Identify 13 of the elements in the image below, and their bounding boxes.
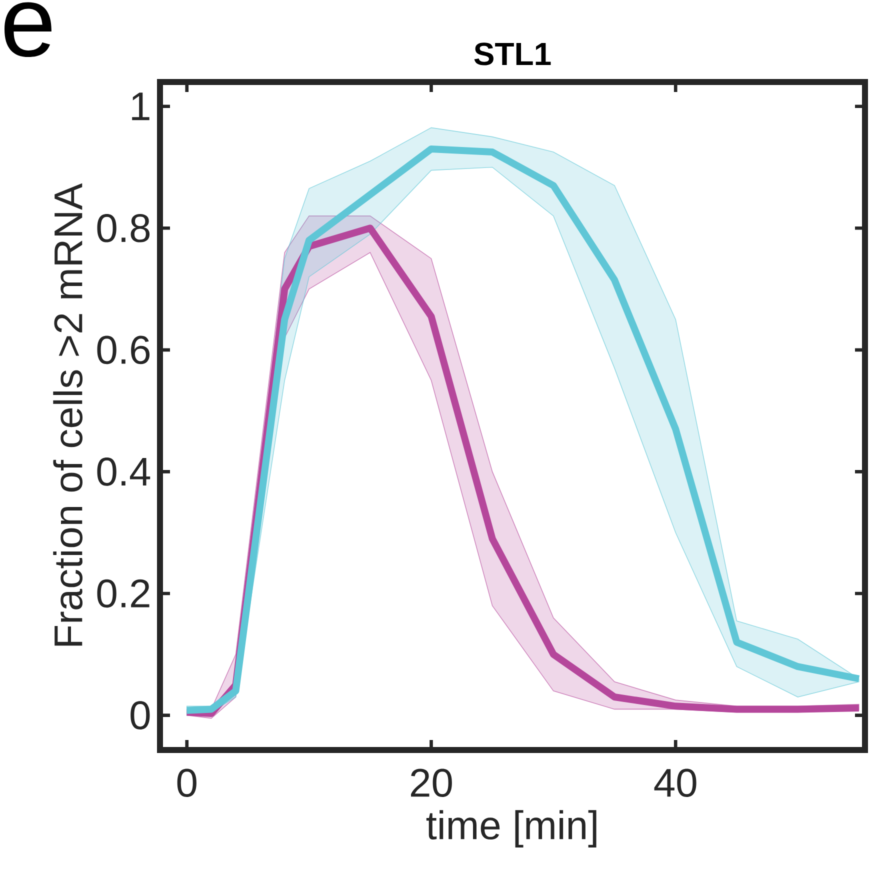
- y-tick-label: 0.8: [97, 214, 150, 242]
- y-tick-label: 0.4: [97, 458, 150, 486]
- x-tick-label: 40: [654, 768, 696, 798]
- chart-title: STL1: [474, 42, 551, 66]
- x-tick-label: 0: [177, 768, 196, 798]
- y-tick-label: 0.6: [97, 336, 150, 364]
- y-tick-label: 1: [132, 92, 150, 120]
- y-axis-title: Fraction of cells >2 mRNA: [53, 183, 83, 646]
- y-tick-label: 0: [130, 701, 150, 730]
- text: e: [4, 2, 52, 58]
- x-tick-label: 20: [411, 768, 452, 798]
- y-tick-label: 0.2: [97, 579, 150, 608]
- x-axis-title: time [min]: [426, 810, 596, 848]
